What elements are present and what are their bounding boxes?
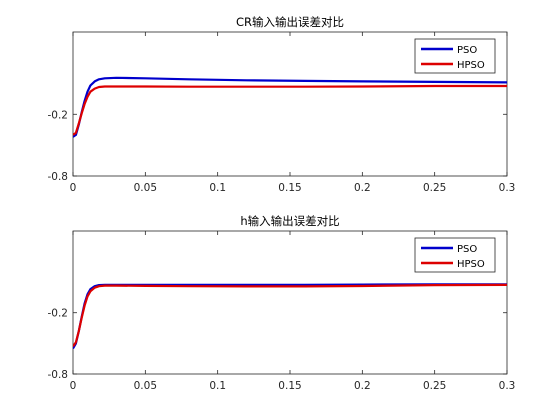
legend: PSO HPSO: [414, 38, 496, 74]
x-tick-label: 0.1: [209, 380, 226, 392]
x-tick-label: 0.15: [278, 380, 301, 392]
x-tick-label: 0.05: [134, 380, 157, 392]
x-tick-label: 0: [70, 380, 77, 392]
x-tick-label: 0.05: [134, 182, 157, 194]
y-tick-label: -0.8: [48, 171, 69, 183]
legend-label-hpso: HPSO: [457, 259, 485, 270]
x-tick-label: 0.15: [278, 182, 301, 194]
x-tick-label: 0.3: [499, 182, 516, 194]
chart-2: h输入输出误差对比 0 0.05 0.1 0.15 0.2 0.25 0.3 -0.8 -0.2 P…: [48, 214, 516, 392]
x-tick-label: 0.25: [423, 380, 446, 392]
legend-box: [414, 38, 496, 74]
legend: PSO HPSO: [414, 237, 496, 273]
chart-title: h输入输出误差对比: [240, 214, 339, 228]
legend-box: [414, 237, 496, 273]
x-tick-label: 0.1: [209, 182, 226, 194]
legend-label-pso: PSO: [457, 45, 477, 56]
x-tick-label: 0.2: [354, 380, 371, 392]
series-line-hpso: [73, 84, 507, 136]
x-tick-label: 0: [70, 182, 77, 194]
x-tick-label: 0.25: [423, 182, 446, 194]
y-tick-label: -0.2: [48, 109, 69, 121]
x-tick-label: 0.2: [354, 182, 371, 194]
series-line-hpso: [73, 283, 507, 348]
legend-label-pso: PSO: [457, 244, 477, 255]
chart-1: CR输入输出误差对比 0 0.05 0.1 0.15 0.2 0.25 0.3 -0.8 -0.2…: [48, 15, 516, 194]
y-tick-label: -0.2: [48, 308, 69, 320]
y-tick-label: -0.8: [48, 369, 69, 381]
chart-title: CR输入输出误差对比: [236, 15, 344, 29]
legend-label-hpso: HPSO: [457, 60, 485, 71]
x-tick-label: 0.3: [499, 380, 516, 392]
